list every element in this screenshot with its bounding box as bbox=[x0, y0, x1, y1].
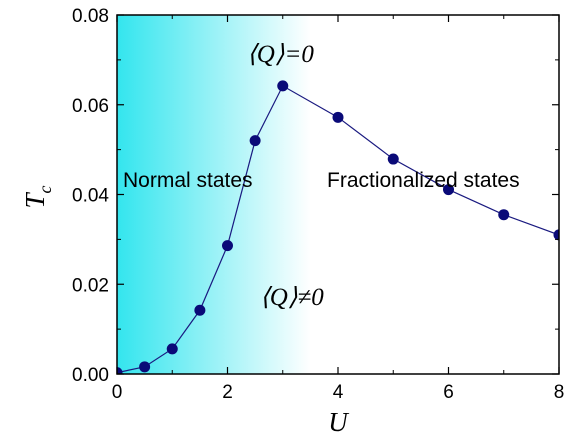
data-point bbox=[222, 240, 233, 252]
data-point bbox=[498, 209, 510, 221]
x-tick-label: 2 bbox=[222, 382, 233, 403]
x-tick-label: 4 bbox=[333, 382, 344, 403]
y-tick-label: 0.06 bbox=[72, 96, 109, 117]
data-point bbox=[387, 153, 399, 165]
normal-states-label: Normal states bbox=[123, 169, 253, 192]
x-axis-title: U bbox=[328, 407, 349, 434]
data-point bbox=[553, 229, 559, 241]
fractionalized-states-label: Fractionalized states bbox=[327, 169, 520, 192]
data-point bbox=[117, 367, 123, 374]
y-axis-title-sub: c bbox=[35, 185, 55, 193]
data-point bbox=[332, 111, 344, 123]
x-tick-label: 6 bbox=[443, 382, 454, 403]
data-point bbox=[249, 135, 261, 147]
data-point bbox=[166, 343, 178, 355]
data-point bbox=[194, 304, 206, 316]
y-axis-title-main: T bbox=[20, 192, 50, 209]
x-tick-label: 8 bbox=[554, 382, 565, 403]
data-point bbox=[277, 80, 289, 92]
data-point bbox=[443, 184, 454, 196]
q-zero-label: ⟨Q⟩=0 bbox=[247, 41, 314, 68]
y-tick-label: 0.08 bbox=[72, 6, 109, 27]
normal-state-region bbox=[117, 15, 311, 374]
y-tick-label: 0.04 bbox=[72, 186, 109, 207]
y-tick-label: 0.00 bbox=[72, 365, 109, 386]
x-tick-label: 0 bbox=[112, 382, 123, 403]
svg-text:Tc: Tc bbox=[20, 185, 55, 208]
plot-area bbox=[117, 80, 559, 374]
q-nonzero-label: ⟨Q⟩≠0 bbox=[260, 284, 324, 311]
y-tick-label: 0.02 bbox=[72, 275, 109, 296]
axis-ticks: 0 2 4 6 8 0.00 0.02 0.04 0.06 0.08 bbox=[72, 6, 564, 403]
y-axis-title: Tc bbox=[20, 185, 55, 208]
data-point bbox=[139, 361, 151, 373]
